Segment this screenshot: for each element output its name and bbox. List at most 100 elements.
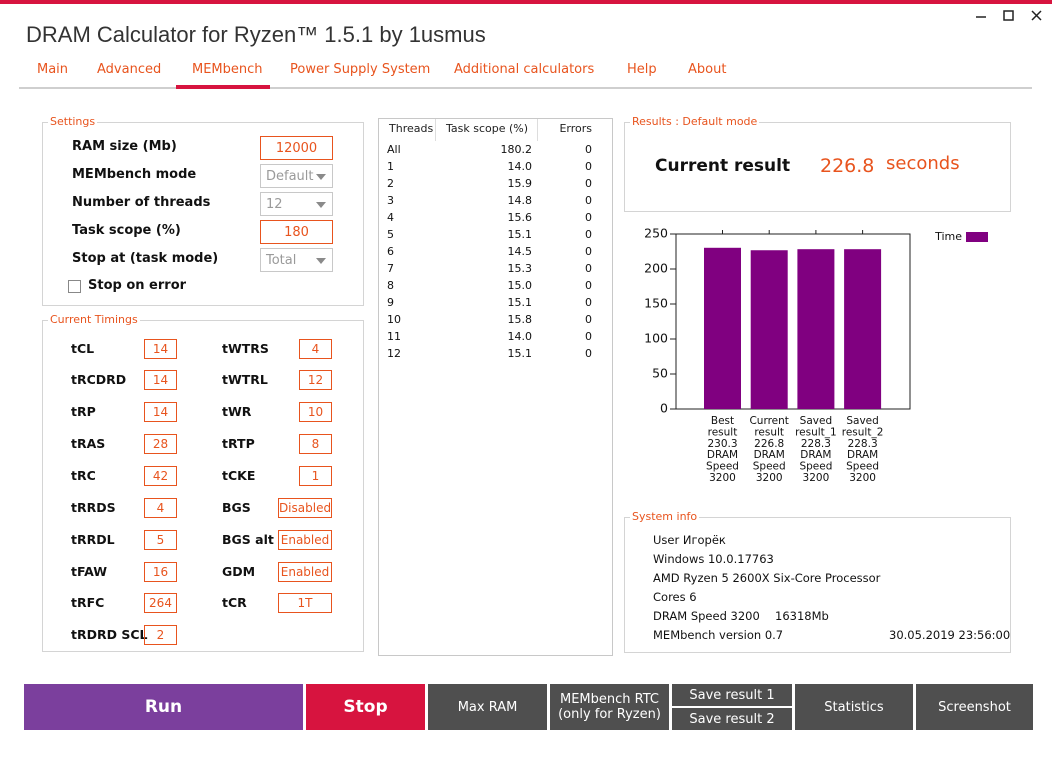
- x-tick-label: 3200: [803, 472, 830, 484]
- setting-label: Number of threads: [72, 195, 211, 210]
- column-separator: [537, 119, 538, 141]
- table-cell: 15.1: [507, 228, 533, 241]
- x-tick-label: DRAM: [800, 449, 831, 461]
- bar: [704, 247, 741, 409]
- table-cell: 0: [585, 347, 592, 360]
- tab[interactable]: Power Supply System: [290, 62, 431, 77]
- tab[interactable]: About: [688, 62, 727, 77]
- x-tick-label: result: [708, 426, 738, 438]
- timing-value: 12: [299, 370, 332, 390]
- table-cell: 11: [387, 330, 401, 343]
- x-tick-label: Speed: [799, 461, 832, 473]
- table-cell: 0: [585, 143, 592, 156]
- group-legend: Settings: [48, 115, 98, 128]
- top-accent: [0, 0, 1052, 4]
- timing-label: BGS: [222, 500, 251, 515]
- y-tick-label: 0: [660, 401, 668, 416]
- timing-label: GDM: [222, 564, 256, 579]
- checkbox-label: Stop on error: [88, 278, 187, 293]
- table-cell: 14.0: [507, 330, 533, 343]
- table-cell: 14.5: [507, 245, 533, 258]
- x-tick-label: Speed: [753, 461, 786, 473]
- tab[interactable]: Help: [627, 62, 657, 77]
- x-tick-label: Saved: [800, 415, 832, 427]
- table-cell: 1: [387, 160, 394, 173]
- results-group: [624, 122, 1011, 212]
- timing-value: 42: [144, 466, 177, 486]
- timing-label: tRDRD SCL: [71, 627, 148, 642]
- table-cell: 14.0: [507, 160, 533, 173]
- info-text: 30.05.2019 23:56:00: [889, 628, 1011, 642]
- timing-label: tRC: [71, 468, 96, 483]
- tab[interactable]: Additional calculators: [454, 62, 595, 77]
- button[interactable]: Statistics: [795, 684, 913, 730]
- button[interactable]: MEMbench RTC (only for Ryzen): [550, 684, 669, 730]
- timing-label: tCL: [71, 341, 95, 356]
- timing-value: 4: [299, 339, 332, 359]
- x-tick-label: Speed: [706, 461, 739, 473]
- table-cell: 0: [585, 296, 592, 309]
- table-cell: 14.8: [507, 194, 533, 207]
- timing-label: tRFC: [71, 595, 105, 610]
- timing-label: tRAS: [71, 436, 106, 451]
- timing-value: 2: [144, 625, 177, 645]
- button[interactable]: Save result 1: [672, 684, 792, 706]
- y-tick-label: 200: [644, 261, 668, 276]
- tab[interactable]: MEMbench: [192, 62, 263, 77]
- table-cell: 0: [585, 228, 592, 241]
- button[interactable]: Run: [24, 684, 303, 730]
- button[interactable]: Stop: [306, 684, 425, 730]
- x-tick-label: 228.3: [848, 438, 878, 450]
- button[interactable]: Max RAM: [428, 684, 547, 730]
- timing-value: 8: [299, 434, 332, 454]
- checkbox[interactable]: [68, 280, 81, 293]
- timing-value: 16: [144, 562, 177, 582]
- timing-label: tWTRS: [222, 341, 269, 356]
- bar: [844, 249, 882, 409]
- dropdown[interactable]: Default: [260, 164, 333, 188]
- button[interactable]: Screenshot: [916, 684, 1033, 730]
- timing-label: tCR: [222, 595, 247, 610]
- x-tick-label: DRAM: [754, 449, 785, 461]
- table-cell: 15.0: [507, 279, 533, 292]
- plot-frame: [675, 233, 911, 410]
- info-text: Windows 10.0.17763: [653, 552, 774, 566]
- x-tick-label: DRAM: [707, 449, 738, 461]
- table-cell: 0: [585, 262, 592, 275]
- info-text: 16318Mb: [775, 609, 829, 623]
- table-cell: 180.2: [500, 143, 533, 156]
- x-tick-label: 228.3: [801, 438, 831, 450]
- dropdown[interactable]: 12: [260, 192, 333, 216]
- table-cell: 0: [585, 160, 592, 173]
- bar: [750, 250, 788, 409]
- table-cell: 15.3: [507, 262, 533, 275]
- button[interactable]: Save result 2: [672, 708, 792, 730]
- setting-label: RAM size (Mb): [72, 139, 177, 154]
- tab[interactable]: Main: [37, 62, 69, 77]
- timing-value: 1: [299, 466, 332, 486]
- close-button[interactable]: [1031, 10, 1042, 21]
- y-tick-label: 150: [644, 296, 668, 311]
- input-field[interactable]: 12000: [260, 136, 333, 160]
- settings-group: [42, 122, 364, 306]
- info-text: Cores 6: [653, 590, 697, 604]
- setting-label: Stop at (task mode): [72, 251, 219, 266]
- timing-value: 4: [144, 498, 177, 518]
- maximize-button[interactable]: [1003, 10, 1014, 21]
- timing-label: tRTP: [222, 436, 255, 451]
- x-tick-label: Saved: [846, 415, 878, 427]
- timing-label: tRRDL: [71, 532, 115, 547]
- timing-label: tFAW: [71, 564, 107, 579]
- dropdown[interactable]: Total: [260, 248, 333, 272]
- setting-label: MEMbench mode: [72, 167, 197, 182]
- bar: [797, 249, 835, 409]
- timing-value: Disabled: [278, 498, 332, 518]
- x-tick-label: Current: [749, 415, 788, 427]
- input-field[interactable]: 180: [260, 220, 333, 244]
- group-legend: System info: [630, 510, 700, 523]
- group-legend: Current Timings: [48, 313, 140, 326]
- tab[interactable]: Advanced: [97, 62, 162, 77]
- x-tick-label: Best: [711, 415, 734, 427]
- info-text: MEMbench version 0.7: [653, 628, 784, 642]
- table-cell: 10: [387, 313, 401, 326]
